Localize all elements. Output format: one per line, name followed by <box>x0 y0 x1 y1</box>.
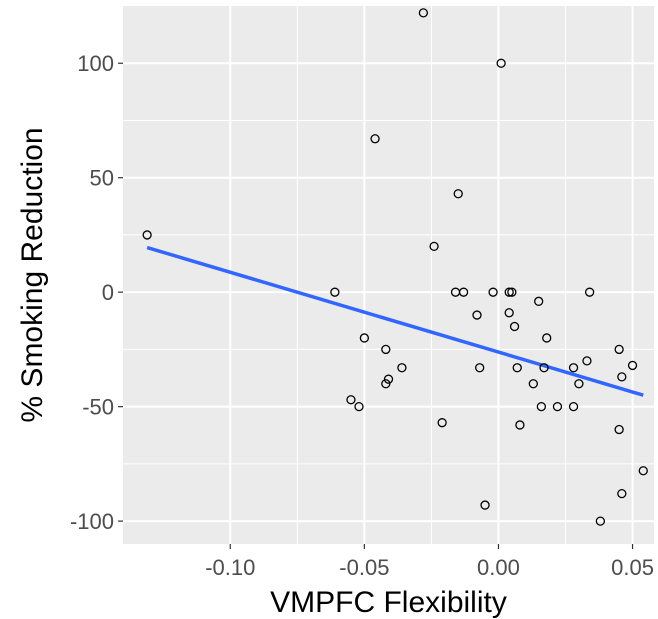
data-point <box>453 189 463 199</box>
data-point <box>370 134 380 144</box>
data-point <box>627 360 638 371</box>
data-point <box>536 401 547 412</box>
data-point <box>472 310 482 320</box>
data-point <box>504 308 514 318</box>
regression-line-layer <box>146 245 644 397</box>
data-point <box>584 287 595 297</box>
x-axis-title: VMPFC Flexibility <box>270 586 507 619</box>
data-point <box>617 488 627 499</box>
major-gridlines <box>123 6 654 544</box>
data-point <box>504 287 514 297</box>
data-point <box>528 379 538 389</box>
data-point <box>429 241 439 252</box>
data-point <box>437 418 447 428</box>
data-point <box>418 8 429 18</box>
data-point <box>381 344 391 355</box>
data-point <box>458 287 469 297</box>
x-tick-label: 0.00 <box>477 555 520 580</box>
data-point <box>512 363 522 373</box>
regression-line <box>146 245 644 397</box>
minor-gridlines <box>123 6 654 544</box>
data-point <box>552 401 563 412</box>
x-tick-label: 0.05 <box>611 555 654 580</box>
data-point <box>397 363 407 373</box>
data-point <box>568 363 579 373</box>
x-tick-label: -0.10 <box>205 555 255 580</box>
data-point <box>383 374 394 384</box>
data-point <box>582 356 592 366</box>
data-point <box>515 420 525 430</box>
y-tick-label: 50 <box>90 166 114 191</box>
data-point <box>509 321 520 332</box>
y-tick-label: -100 <box>70 509 114 534</box>
data-point <box>574 379 584 389</box>
data-point <box>480 500 490 510</box>
data-point <box>614 344 624 355</box>
data-point <box>346 395 356 405</box>
data-point <box>614 424 624 435</box>
data-point <box>496 58 506 68</box>
x-tick-label: -0.05 <box>339 555 389 580</box>
data-point <box>475 363 485 373</box>
data-point <box>330 287 340 297</box>
y-tick-label: -50 <box>82 395 114 420</box>
data-points <box>142 8 648 526</box>
y-axis-title: % Smoking Reduction <box>16 127 49 422</box>
data-point <box>534 296 544 306</box>
data-point <box>359 333 370 343</box>
y-tick-label: 0 <box>102 280 114 305</box>
data-point <box>568 401 579 412</box>
y-tick-label: 100 <box>77 51 114 76</box>
data-point <box>542 333 552 343</box>
data-point <box>539 363 549 373</box>
data-point <box>638 466 648 476</box>
data-point <box>381 379 391 389</box>
data-point <box>595 516 606 526</box>
x-axis-ticks: -0.10 -0.05 0.00 0.05 <box>205 544 654 580</box>
data-point <box>507 287 517 297</box>
data-point <box>142 230 152 240</box>
data-point <box>617 372 627 382</box>
plot-panel <box>123 6 654 544</box>
y-axis-ticks: -100 -50 0 50 100 <box>70 51 123 534</box>
data-point <box>354 401 364 412</box>
data-point <box>488 287 498 297</box>
